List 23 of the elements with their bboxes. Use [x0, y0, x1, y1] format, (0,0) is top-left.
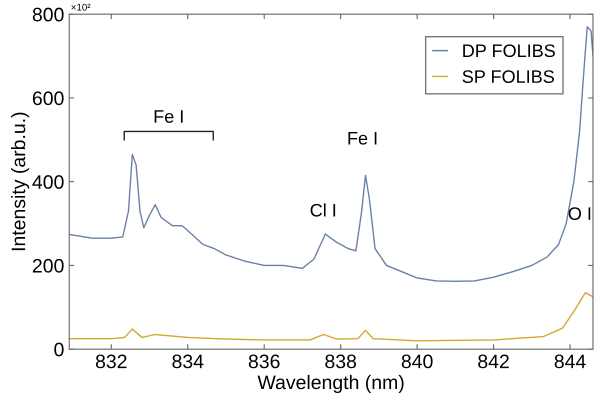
text: ×10² [71, 4, 90, 11]
x-axis-title: Wavelength (nm) [258, 374, 404, 394]
annotation: Fe I [154, 110, 183, 123]
y-tick-label: 0 [54, 342, 64, 356]
annotation: Fe I [348, 132, 376, 145]
legend-label: DP FOLIBS [463, 44, 555, 58]
x-tick-label: 836 [248, 354, 280, 368]
annotation: Cl I [310, 203, 336, 217]
y-tick-label: 400 [32, 175, 64, 189]
x-tick-label: 832 [96, 354, 127, 368]
y-tick-label: 200 [32, 258, 64, 273]
y-tick-label: 800 [32, 8, 64, 22]
legend-label: SP FOLIBS [462, 70, 554, 83]
x-tick-label: 834 [172, 354, 204, 368]
x-tick-label: 838 [325, 354, 356, 368]
y-tick-label: 600 [32, 91, 64, 106]
y-axis-title: Intensity (arb.u.) [11, 112, 30, 250]
x-tick-label: 844 [554, 354, 586, 368]
x-tick-label: 840 [402, 354, 433, 368]
annotation: O I [568, 207, 590, 220]
line-series [69, 26, 593, 282]
x-tick-label: 842 [478, 354, 509, 368]
line-series [69, 292, 593, 342]
